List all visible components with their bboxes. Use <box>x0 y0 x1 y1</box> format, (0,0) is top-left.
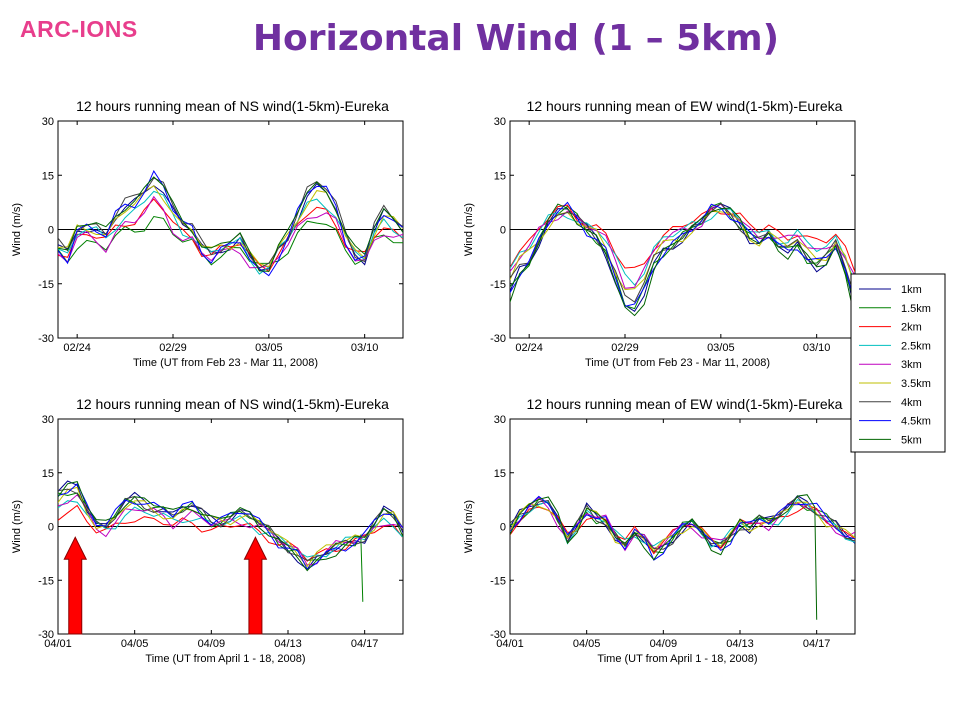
series-line-2km <box>58 198 403 273</box>
y-tick-label: -30 <box>490 629 506 641</box>
series-line-5km <box>510 494 818 620</box>
series-line-3km <box>58 494 403 566</box>
series-line-4.5km <box>510 495 855 561</box>
x-tick-label: 02/29 <box>611 342 639 354</box>
x-tick-label: 02/24 <box>63 342 91 354</box>
series-line-4km <box>510 202 855 303</box>
x-tick-label: 04/09 <box>650 638 678 650</box>
y-tick-label: -30 <box>490 333 506 345</box>
x-axis-label: Time (UT from April 1 - 18, 2008) <box>597 653 757 665</box>
x-tick-label: 04/17 <box>803 638 831 650</box>
series-group <box>510 494 855 620</box>
series-line-5km <box>510 203 855 320</box>
x-axis-label: Time (UT from Feb 23 - Mar 11, 2008) <box>585 357 770 369</box>
series-group <box>510 201 855 320</box>
legend: 1km 1.5km 2km 2.5km 3km 3.5km 4km 4.5km 5km <box>850 273 946 453</box>
y-tick-label: 30 <box>494 414 506 426</box>
x-tick-label: 04/05 <box>121 638 149 650</box>
chart-title: 12 hours running mean of NS wind(1-5km)-… <box>76 98 389 114</box>
series-line-2.5km <box>58 190 403 275</box>
x-tick-label: 04/05 <box>573 638 601 650</box>
series-line-5km <box>58 176 403 272</box>
y-tick-label: 30 <box>42 414 54 426</box>
y-axis-label: Wind (m/s) <box>11 500 23 553</box>
x-tick-label: 04/13 <box>726 638 754 650</box>
y-tick-label: 30 <box>494 116 506 128</box>
series-line-5km <box>58 481 403 572</box>
y-tick-label: 15 <box>42 170 54 182</box>
y-tick-label: 0 <box>500 522 506 534</box>
page-title: Horizontal Wind (1 – 5km) <box>252 18 780 59</box>
x-tick-label: 02/29 <box>159 342 187 354</box>
y-tick-label: 15 <box>494 170 506 182</box>
chart-title: 12 hours running mean of NS wind(1-5km)-… <box>76 396 389 412</box>
legend-label: 1.5km <box>901 303 931 315</box>
y-tick-label: 0 <box>500 225 506 237</box>
series-line-4.5km <box>58 482 403 570</box>
legend-label: 4.5km <box>901 416 931 428</box>
y-axis-label: Wind (m/s) <box>11 203 23 256</box>
y-axis-label: Wind (m/s) <box>463 500 475 553</box>
legend-frame <box>850 273 946 453</box>
y-tick-label: -30 <box>38 333 54 345</box>
y-axis-label: Wind (m/s) <box>463 203 475 256</box>
highlight-arrow-2 <box>243 536 268 635</box>
highlight-arrow-1 <box>63 536 88 635</box>
y-tick-label: -30 <box>38 629 54 641</box>
chart-panel-2: 30 15 0 -15 -30 02/24 02/29 03/05 03/10 12 hours … <box>463 98 856 369</box>
series-line-1.5km <box>510 202 855 310</box>
y-tick-label: 0 <box>48 522 54 534</box>
series-line-3km <box>510 203 855 289</box>
series-line-4km <box>58 488 403 562</box>
series-group <box>58 480 403 602</box>
series-line-3.5km <box>510 501 855 552</box>
series-line-4.5km <box>58 170 403 277</box>
series-line-3.5km <box>58 185 403 268</box>
legend-label: 2.5km <box>901 340 931 352</box>
legend-label: 2km <box>901 322 922 334</box>
legend-label: 3.5km <box>901 378 931 390</box>
legend-label: 5km <box>901 434 922 446</box>
x-tick-label: 04/01 <box>496 638 524 650</box>
chart-title: 12 hours running mean of EW wind(1-5km)-… <box>527 98 843 114</box>
arc-ions-logo: ARC-IONS <box>20 16 138 42</box>
x-tick-label: 04/13 <box>274 638 302 650</box>
series-line-4.5km <box>510 201 855 307</box>
series-line-2.5km <box>510 208 855 286</box>
y-tick-label: -15 <box>490 279 506 291</box>
x-tick-label: 03/05 <box>255 342 283 354</box>
x-tick-label: 04/01 <box>44 638 72 650</box>
x-axis-label: Time (UT from Feb 23 - Mar 11, 2008) <box>133 357 318 369</box>
x-axis-label: Time (UT from April 1 - 18, 2008) <box>145 653 305 665</box>
y-tick-label: 15 <box>42 468 54 480</box>
legend-label: 1km <box>901 284 922 296</box>
legend-label: 4km <box>901 397 922 409</box>
x-tick-label: 04/17 <box>351 638 379 650</box>
y-tick-label: 30 <box>42 116 54 128</box>
x-tick-label: 04/09 <box>198 638 226 650</box>
y-tick-label: -15 <box>38 575 54 587</box>
x-tick-label: 03/10 <box>803 342 831 354</box>
x-tick-label: 02/24 <box>515 342 543 354</box>
series-line-2.5km <box>58 500 403 558</box>
chart-panel-1: 30 15 0 -15 -30 02/24 02/29 03/05 03/10 12 hours … <box>11 98 404 369</box>
chart-title: 12 hours running mean of EW wind(1-5km)-… <box>527 396 843 412</box>
x-tick-label: 03/10 <box>351 342 379 354</box>
y-tick-label: -15 <box>490 575 506 587</box>
y-tick-label: 15 <box>494 468 506 480</box>
y-tick-label: 0 <box>48 225 54 237</box>
series-group <box>58 170 403 277</box>
y-tick-label: -15 <box>38 279 54 291</box>
x-tick-label: 03/05 <box>707 342 735 354</box>
series-line-2km <box>510 204 855 273</box>
legend-label: 3km <box>901 359 922 371</box>
